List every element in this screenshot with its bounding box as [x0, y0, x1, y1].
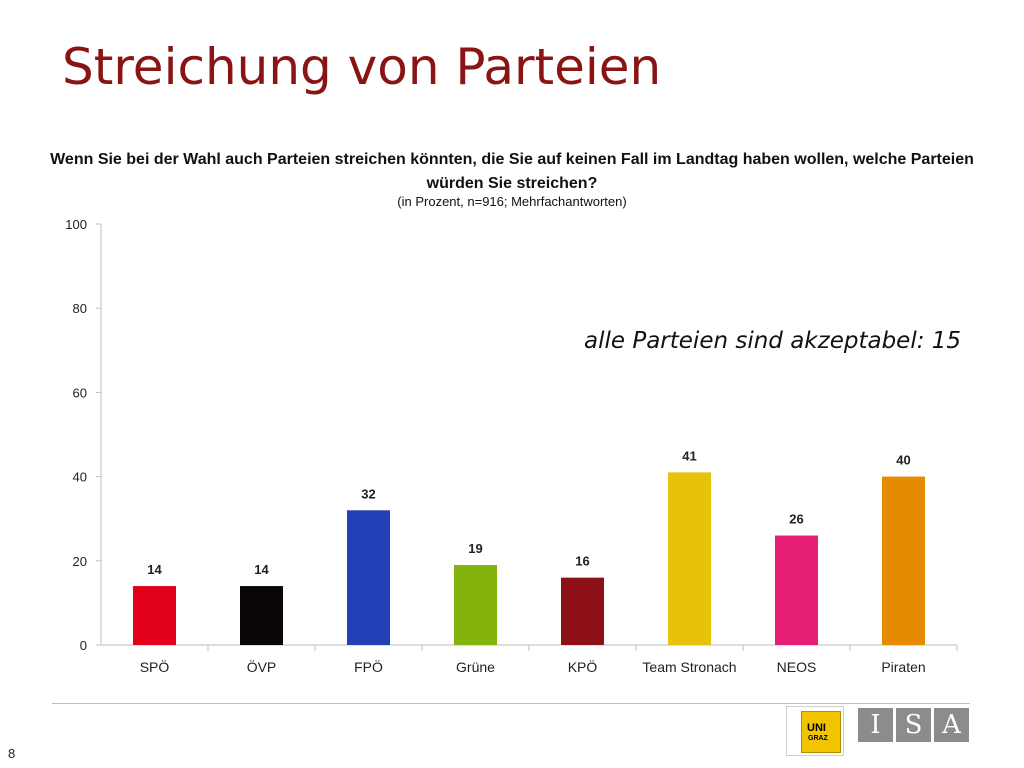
x-category-label: ÖVP	[247, 658, 277, 675]
x-category-label: NEOS	[777, 659, 817, 675]
chart-title: Wenn Sie bei der Wahl auch Parteien stre…	[50, 151, 974, 192]
bar-2	[240, 586, 283, 645]
chart-subtitle: (in Prozent, n=916; Mehrfachantworten)	[397, 194, 627, 209]
footer-divider	[52, 703, 970, 704]
y-tick-label: 100	[65, 217, 87, 232]
bar-7	[775, 535, 818, 645]
isa-logo-letter-s: S	[896, 708, 931, 742]
x-category-label: Grüne	[456, 659, 495, 675]
y-tick-label: 80	[73, 301, 87, 316]
bar-3	[347, 510, 390, 645]
page-number: 8	[8, 746, 16, 761]
data-label: 16	[575, 554, 589, 569]
y-tick-label: 60	[73, 385, 87, 400]
data-label: 41	[682, 448, 696, 463]
bar-4	[454, 565, 497, 645]
bar-1	[133, 586, 176, 645]
isa-logo-letter-i: I	[858, 708, 893, 742]
data-label: 14	[147, 562, 162, 577]
bar-chart: 0 20 40 60 80 100 14 SPÖ 14 ÖVP 32 FPÖ 19 Grüne 16 KPÖ 4…	[65, 217, 958, 675]
chart-annotation: alle Parteien sind akzeptabel: 15	[584, 328, 962, 354]
x-category-label: KPÖ	[568, 658, 598, 675]
uni-graz-logo: UNI GRAZ	[786, 706, 844, 756]
x-category-label: SPÖ	[140, 658, 170, 675]
y-tick-label: 0	[80, 638, 87, 653]
uni-logo-text: UNI	[807, 722, 826, 734]
data-label: 19	[468, 541, 482, 556]
bar-6	[668, 472, 711, 645]
x-category-label: Team Stronach	[642, 659, 736, 675]
slide-title: Streichung von Parteien	[62, 38, 662, 96]
x-category-label: Piraten	[881, 659, 925, 675]
y-tick-label: 40	[73, 470, 87, 485]
data-label: 40	[896, 453, 910, 468]
uni-logo-mark: UNI GRAZ	[801, 711, 841, 753]
y-tick-label: 20	[73, 554, 87, 569]
data-label: 32	[361, 486, 375, 501]
data-label: 14	[254, 562, 269, 577]
bar-5	[561, 577, 604, 645]
isa-logo-letter-a: A	[934, 708, 969, 742]
isa-logo: I S A	[858, 708, 969, 742]
bar-8	[882, 476, 925, 645]
data-label: 26	[789, 512, 803, 527]
x-category-label: FPÖ	[354, 658, 383, 675]
uni-logo-subtext: GRAZ	[808, 735, 828, 742]
